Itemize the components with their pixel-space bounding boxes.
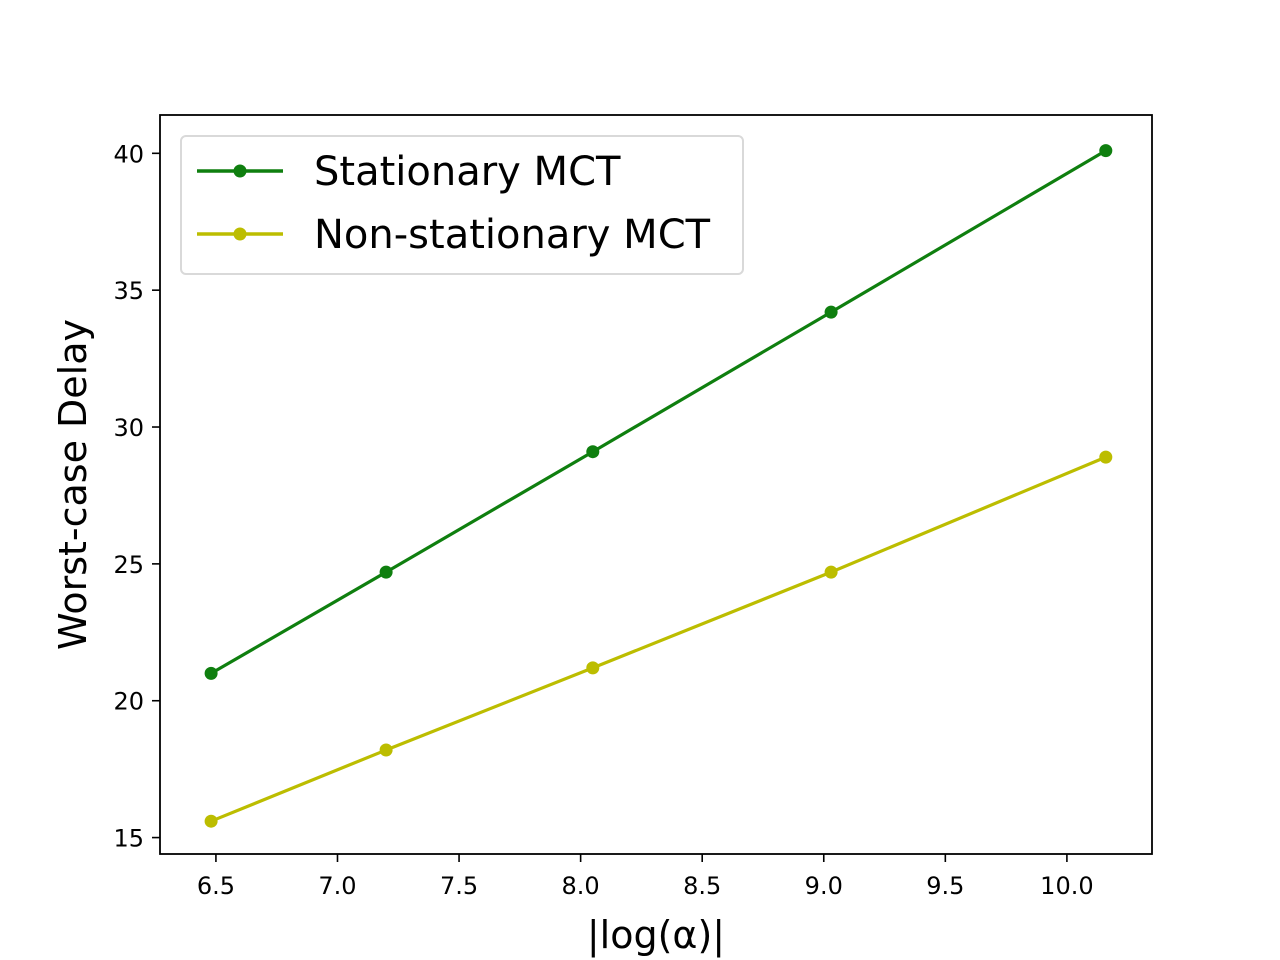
axes: 6.5 7.0 7.5 8.0 8.5 9.0 9.5 10.0 15 20 25 30 35 40 |…: [51, 140, 1094, 958]
data-point-s2-2: [379, 743, 393, 757]
x-tick-label: 9.5: [926, 872, 964, 900]
x-axis-ticks: 6.5 7.0 7.5 8.0 8.5 9.0 9.5 10.0: [197, 854, 1094, 900]
legend-label-2: Non-stationary MCT: [314, 212, 711, 258]
x-tick-label: 9.0: [805, 872, 843, 900]
x-tick-label: 6.5: [197, 872, 235, 900]
data-point-s1-1: [204, 666, 218, 680]
y-tick-label: 35: [113, 277, 144, 305]
y-tick-label: 20: [113, 688, 144, 716]
y-tick-label: 25: [113, 551, 144, 579]
plot-frame: [159, 114, 1153, 855]
data-point-s2-3: [586, 661, 600, 675]
legend-marker-1: [233, 164, 247, 178]
x-tick-label: 7.0: [318, 872, 356, 900]
x-tick-label: 8.5: [683, 872, 721, 900]
legend-box: [180, 135, 744, 275]
data-point-s1-5: [1099, 144, 1113, 158]
data-point-s2-5: [1099, 450, 1113, 464]
x-axis-title: |log(α)|: [587, 913, 725, 958]
y-axis-ticks: 15 20 25 30 35 40: [113, 140, 160, 853]
data-point-s1-3: [586, 445, 600, 459]
y-tick-label: 15: [113, 825, 144, 853]
data-point-s1-4: [824, 305, 838, 319]
x-tick-label: 8.0: [562, 872, 600, 900]
data-point-s2-1: [204, 814, 218, 828]
legend-label-1: Stationary MCT: [314, 149, 621, 195]
data-point-s2-4: [824, 565, 838, 579]
legend: Stationary MCT Non-stationary MCT: [180, 135, 744, 275]
x-tick-label: 7.5: [440, 872, 478, 900]
y-tick-label: 30: [113, 414, 144, 442]
plot-area: [159, 114, 1153, 855]
y-axis-title: Worst-case Delay: [51, 319, 95, 650]
series-line-2: [209, 455, 1108, 823]
legend-marker-2: [233, 227, 247, 241]
data-point-s1-2: [379, 565, 393, 579]
x-tick-label: 10.0: [1040, 872, 1093, 900]
y-tick-label: 40: [113, 140, 144, 168]
